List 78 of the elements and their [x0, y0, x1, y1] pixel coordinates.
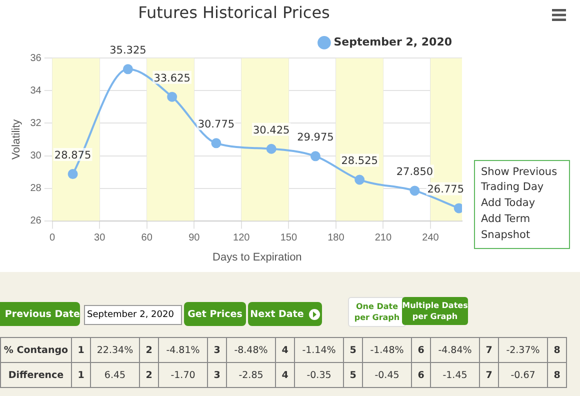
text: -1.48% [362, 338, 412, 362]
data-label: 27.850 [396, 166, 434, 178]
text: 8 [548, 338, 566, 362]
text: % Contango [0, 338, 72, 362]
text: Add Today [481, 196, 536, 211]
text: 2 [140, 338, 158, 362]
text: 6 [412, 338, 430, 362]
data-label: 28.875 [54, 150, 92, 162]
data-label: 26.775 [427, 184, 464, 196]
text: 5 [344, 362, 362, 388]
y-tick-label: 26 [30, 216, 42, 227]
text: 3 [208, 338, 226, 362]
data-label: 29.975 [297, 132, 334, 144]
y-tick-label: 28 [30, 183, 42, 194]
text: 6 [412, 362, 430, 388]
text: 5 [344, 338, 362, 362]
x-tick-label: 180 [328, 232, 345, 244]
text: 8 [548, 362, 566, 388]
chart-title: Futures Historical Prices [138, 2, 330, 22]
text: 7 [480, 338, 498, 362]
text: -0.45 [362, 362, 412, 388]
text: 2 [140, 362, 158, 388]
text: -2.37% [498, 338, 548, 362]
text: 4 [276, 362, 294, 388]
text: Show Previous Trading Day [481, 165, 558, 195]
y-tick-label: 34 [30, 85, 42, 96]
text: -2.85 [226, 362, 276, 388]
text: -8.48% [226, 338, 276, 362]
x-tick-label: 30 [94, 232, 106, 244]
x-tick-label: 90 [188, 232, 200, 244]
x-tick-label: 60 [141, 232, 153, 244]
x-tick-label: 150 [280, 232, 298, 244]
point [211, 138, 222, 148]
text: Next Date [250, 308, 304, 320]
x-tick-label: 0 [50, 232, 56, 244]
data-label: 28.525 [341, 155, 378, 168]
text: Snapshot [481, 228, 532, 243]
y-tick-label: 32 [30, 118, 42, 129]
text: 1 [72, 338, 90, 362]
x-tick-label: 240 [422, 232, 440, 244]
text: -0.35 [294, 362, 344, 388]
text: Add Term [481, 212, 532, 227]
text: Previous Date [4, 308, 80, 320]
text: -0.67 [498, 362, 548, 388]
text: -4.81% [158, 338, 208, 362]
text: -1.70 [158, 362, 208, 388]
text: 6.45 [90, 362, 140, 388]
x-tick-label: 210 [374, 232, 392, 244]
point [410, 186, 420, 196]
text: -1.45 [430, 362, 480, 388]
point [266, 144, 276, 154]
text: September 2, 2020 [87, 310, 174, 320]
y-axis-title: Volatility [10, 118, 23, 160]
point [167, 92, 178, 102]
text: Multiple Dates per Graph [402, 300, 468, 322]
point [354, 174, 365, 185]
text: 3 [208, 362, 226, 388]
text: One Date per Graph [354, 302, 400, 322]
text: 1 [72, 362, 90, 388]
text: 22.34% [90, 338, 140, 362]
x-tick-label: 120 [233, 232, 250, 244]
data-label: 35.325 [110, 44, 146, 57]
text: -4.84% [430, 338, 480, 362]
point [68, 169, 78, 180]
data-label: 30.775 [198, 118, 235, 131]
legend-label: September 2, 2020 [334, 36, 452, 49]
text: Get Prices [188, 308, 242, 320]
data-label: 30.425 [252, 124, 290, 136]
x-axis-title: Days to Expiration [212, 251, 302, 264]
y-tick-label: 36 [30, 52, 42, 64]
text: Difference [0, 362, 72, 388]
y-tick-label: 30 [30, 150, 42, 162]
text: 7 [480, 362, 498, 388]
data-label: 33.625 [154, 72, 190, 84]
point [122, 64, 133, 74]
text: -1.14% [294, 338, 344, 362]
text: 4 [276, 338, 294, 362]
point [310, 151, 320, 162]
